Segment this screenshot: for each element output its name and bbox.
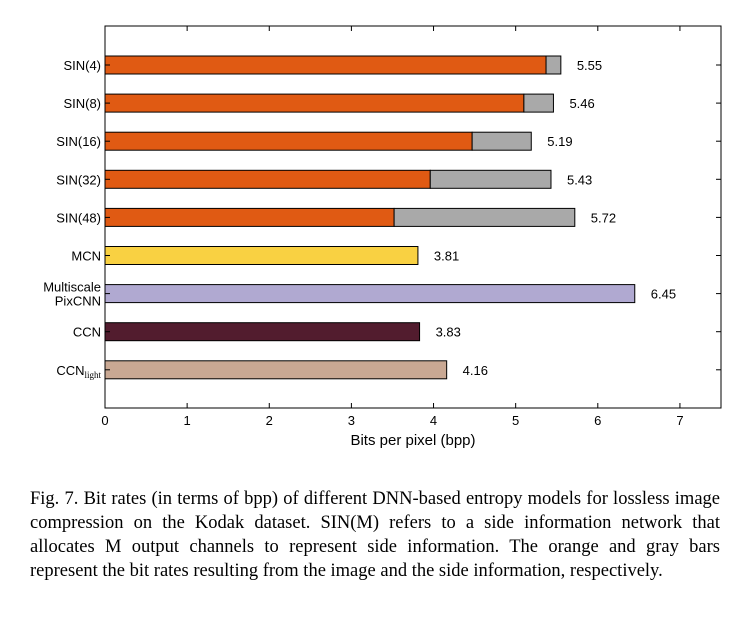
bar-value-label: 5.72 — [591, 210, 616, 225]
bar-value-label: 3.83 — [436, 325, 461, 340]
bar-segment-image — [104, 131, 473, 151]
figure-caption: Fig. 7. Bit rates (in terms of bpp) of d… — [30, 489, 720, 581]
y-tick-label: SIN(32) — [56, 172, 101, 187]
bar-value-label: 6.45 — [651, 287, 676, 302]
bar-segment-image — [104, 55, 547, 75]
x-axis-title: Bits per pixel (bpp) — [350, 432, 475, 449]
y-tick-label: SIN(16) — [56, 134, 101, 149]
x-tick-label: 7 — [676, 413, 683, 428]
y-tick-label: SIN(4) — [63, 58, 101, 73]
bar-segment-total — [104, 322, 421, 342]
bar-segment-side-information — [429, 169, 552, 189]
bar-segment-total — [104, 246, 419, 265]
bar-value-label: 5.46 — [569, 96, 594, 111]
bar-value-label: 5.55 — [577, 58, 602, 73]
bar-segment-image — [104, 207, 395, 227]
x-tick-label: 4 — [430, 413, 437, 428]
labels-layer: 0 1 2 3 4 5 6 7 5.55 SIN(4) 5.46 SIN(8) 5.19 SIN(16) 5… — [43, 58, 683, 428]
y-tick-label: SIN(48) — [56, 210, 101, 225]
bar-value-label: 4.16 — [463, 363, 488, 378]
bars-layer — [104, 55, 636, 380]
x-tick-label: 6 — [594, 413, 601, 428]
bar-segment-side-information — [523, 93, 554, 113]
bar-segment-total — [104, 360, 448, 380]
y-tick-label: MCN — [71, 249, 101, 264]
bit-rate-chart: 0 1 2 3 4 5 6 7 5.55 SIN(4) 5.46 SIN(8) 5.19 SIN(16) 5… — [43, 25, 722, 449]
bar-value-label: 5.43 — [567, 172, 592, 187]
bar-segment-total — [104, 284, 636, 304]
y-tick-label: CCN — [73, 325, 101, 340]
x-tick-label: 1 — [184, 413, 191, 428]
bar-value-label: 3.81 — [434, 249, 459, 264]
x-tick-label: 5 — [512, 413, 519, 428]
ticks-layer — [104, 26, 721, 408]
bar-segment-image — [104, 169, 431, 189]
y-tick-label: SIN(8) — [63, 96, 101, 111]
y-tick-label: Multiscale PixCNN — [43, 280, 101, 309]
bar-segment-side-information — [471, 131, 532, 151]
x-tick-label: 0 — [101, 413, 108, 428]
bar-segment-side-information — [545, 55, 562, 75]
x-tick-label: 2 — [266, 413, 273, 428]
x-tick-label: 3 — [348, 413, 355, 428]
y-tick-label: CCNlight — [56, 363, 101, 380]
bar-value-label: 5.19 — [547, 134, 572, 149]
bar-segment-side-information — [393, 207, 576, 227]
bar-segment-image — [104, 93, 525, 113]
